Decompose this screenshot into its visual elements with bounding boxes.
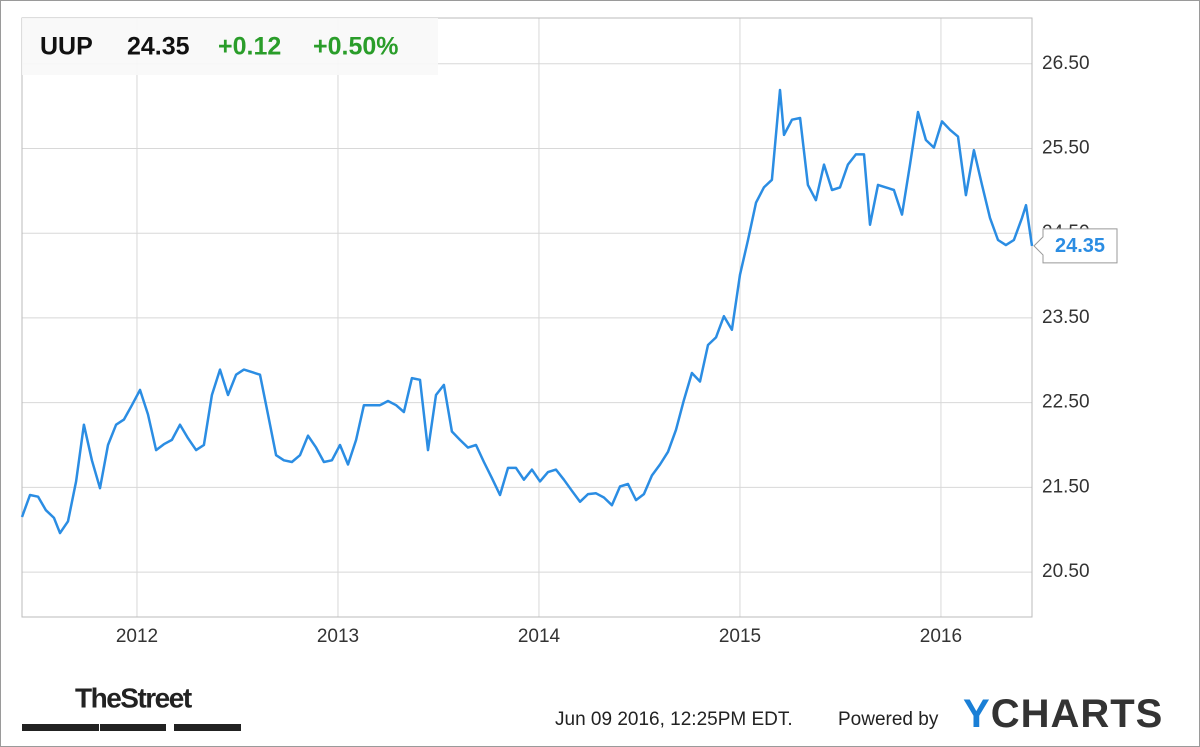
x-tick-label: 2016 — [920, 626, 962, 647]
last-value-callout — [1033, 228, 1118, 264]
logo-bar — [174, 724, 241, 731]
x-tick-label: 2013 — [317, 626, 359, 647]
price: 24.35 — [127, 33, 190, 61]
logo-bar — [100, 724, 166, 731]
x-tick-label: 2012 — [116, 626, 158, 647]
y-tick-label: 26.50 — [1042, 53, 1090, 74]
y-tick-label: 23.50 — [1042, 307, 1090, 328]
price-line — [20, 88, 1034, 535]
symbol: UUP — [40, 33, 93, 61]
plot-area — [21, 17, 1033, 618]
powered-by: Powered by — [838, 709, 939, 730]
y-tick-label: 22.50 — [1042, 392, 1090, 413]
source-logo: TheStreet — [75, 682, 192, 713]
x-tick-label: 2014 — [518, 626, 561, 647]
change-pct: +0.50% — [313, 33, 399, 61]
header-box — [22, 18, 438, 75]
change: +0.12 — [218, 33, 281, 61]
y-tick-label: 20.50 — [1042, 561, 1090, 582]
timestamp: Jun 09 2016, 12:25PM EDT. — [555, 709, 793, 730]
y-tick-label: 21.50 — [1042, 476, 1090, 497]
logo-bar — [22, 724, 99, 731]
y-tick-label: 25.50 — [1042, 137, 1090, 158]
last-value-label: 24.35 — [1055, 235, 1105, 257]
x-tick-label: 2015 — [719, 626, 761, 647]
brand: YCHARTS — [963, 692, 1164, 736]
marks — [20, 88, 1034, 535]
